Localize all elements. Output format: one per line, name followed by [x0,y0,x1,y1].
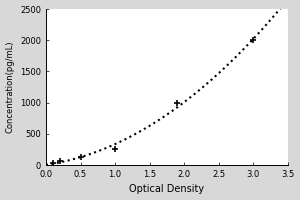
X-axis label: Optical Density: Optical Density [129,184,205,194]
Y-axis label: Concentration(pg/mL): Concentration(pg/mL) [6,41,15,133]
